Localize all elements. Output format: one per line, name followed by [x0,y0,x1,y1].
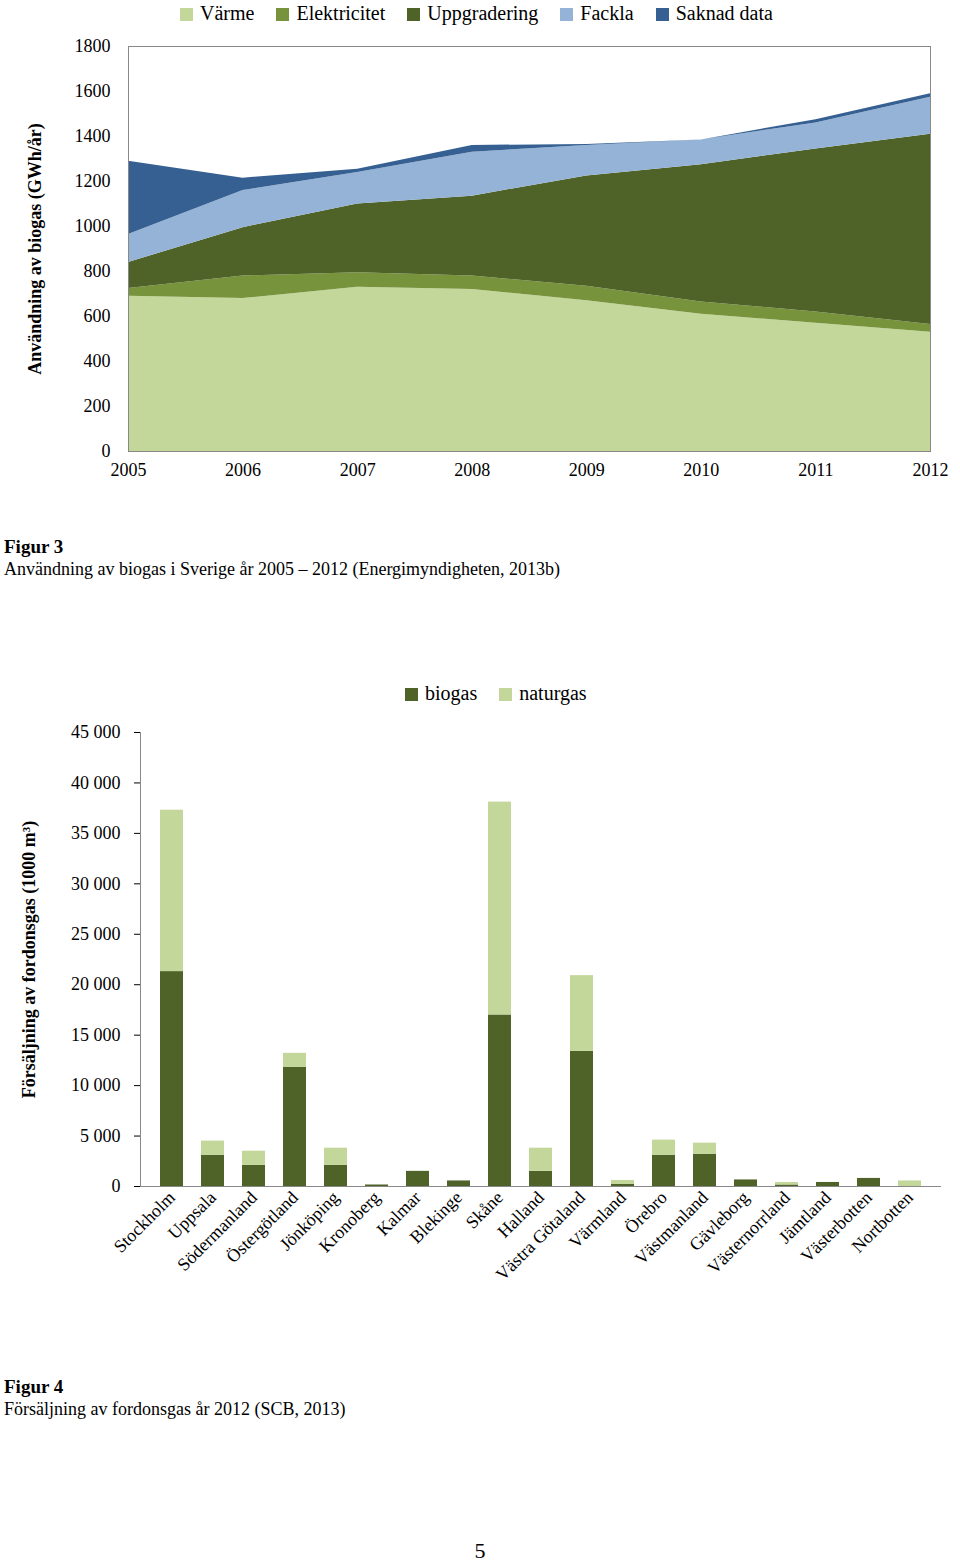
svg-text:45 000: 45 000 [71,722,121,742]
svg-text:Jönköping: Jönköping [275,1187,343,1255]
svg-text:2011: 2011 [798,460,833,480]
svg-text:Uppsala: Uppsala [164,1187,220,1244]
svg-text:20 000: 20 000 [71,974,121,994]
html-text:Försäljning av fordonsgas år 2: Försäljning av fordonsgas år 2012 (SCB, … [4,1399,346,1419]
svg-text:1800: 1800 [75,36,111,56]
html-text:Saknad data: Saknad data [675,1,773,24]
svg-text:2008: 2008 [454,460,490,480]
html-text:Fackla: Fackla [580,1,634,24]
svg-text:0: 0 [112,1176,121,1196]
svg-text:Västerbotten: Västerbotten [796,1187,876,1267]
html-text:Värme: Värme [200,1,255,24]
html-text:Användning av biogas i Sverige: Användning av biogas i Sverige år 2005 –… [4,559,561,579]
svg-text:Skåne: Skåne [461,1187,507,1233]
svg-text:Västernorrland: Västernorrland [703,1187,794,1278]
svg-text:Jämtland: Jämtland [774,1187,835,1248]
svg-text:2005: 2005 [111,460,147,480]
html-text:Elektricitet: Elektricitet [296,1,386,24]
svg-text:Västmanland: Västmanland [630,1187,712,1269]
svg-text:1400: 1400 [75,126,111,146]
html-text:Figur 3: Figur 3 [4,536,64,557]
html-text:Uppgradering: Uppgradering [427,1,539,24]
svg-text:Östergötland: Östergötland [222,1187,302,1267]
svg-text:30 000: 30 000 [71,874,121,894]
svg-text:25 000: 25 000 [71,924,121,944]
svg-text:Nortbotten: Nortbotten [848,1187,917,1256]
svg-text:15 000: 15 000 [71,1025,121,1045]
svg-text:5 000: 5 000 [80,1126,121,1146]
svg-text:2010: 2010 [683,460,719,480]
svg-text:35 000: 35 000 [71,823,121,843]
svg-text:Halland: Halland [493,1187,548,1242]
html-text:biogas: biogas [425,681,478,704]
svg-text:1600: 1600 [75,81,111,101]
svg-text:Stockholm: Stockholm [110,1187,179,1256]
svg-text:Örebro: Örebro [620,1187,671,1238]
svg-text:2007: 2007 [340,460,376,480]
html-text:naturgas: naturgas [519,681,587,704]
svg-text:2012: 2012 [913,460,949,480]
svg-text:600: 600 [84,306,111,326]
svg-text:200: 200 [84,396,111,416]
svg-text:400: 400 [84,351,111,371]
svg-text:Södermanland: Södermanland [173,1187,261,1275]
svg-text:40 000: 40 000 [71,773,121,793]
svg-text:Användning av biogas (GWh/år): Användning av biogas (GWh/år) [25,123,46,375]
svg-text:10 000: 10 000 [71,1075,121,1095]
svg-text:Värmland: Värmland [565,1187,630,1252]
svg-text:1200: 1200 [75,171,111,191]
svg-text:Blekinge: Blekinge [406,1187,466,1247]
svg-text:Kalmar: Kalmar [372,1187,425,1240]
svg-text:1000: 1000 [75,216,111,236]
svg-text:2006: 2006 [225,460,261,480]
svg-text:Gävleborg: Gävleborg [685,1187,753,1255]
svg-text:Försäljning av fordonsgas (100: Försäljning av fordonsgas (1000 m³) [19,821,40,1098]
svg-text:2009: 2009 [569,460,605,480]
svg-text:Kronoberg: Kronoberg [315,1187,384,1256]
html-text:Figur 4: Figur 4 [4,1376,64,1397]
svg-text:0: 0 [102,441,111,461]
svg-text:Västra Götaland: Västra Götaland [491,1187,589,1285]
svg-text:800: 800 [84,261,111,281]
